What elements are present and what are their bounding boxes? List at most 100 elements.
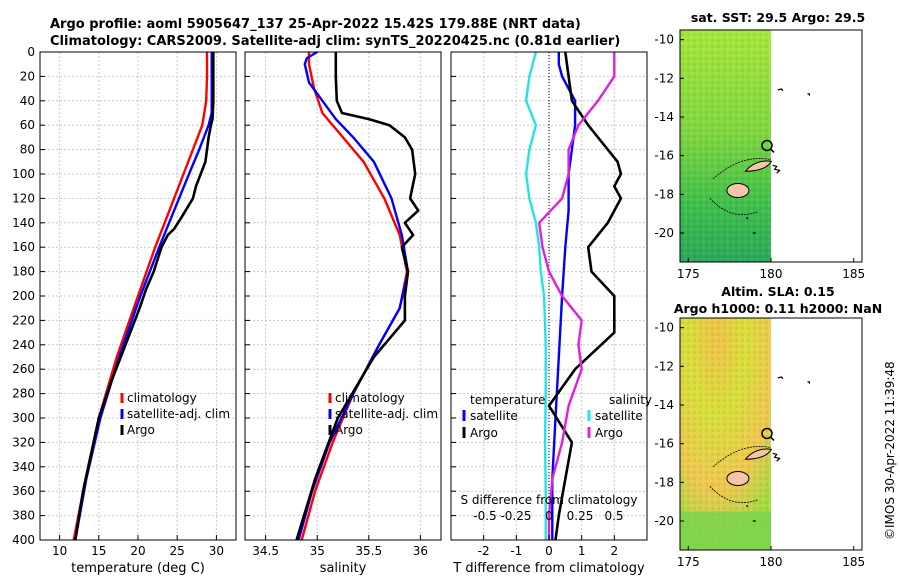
temperature-panel: 10 15 20 25 30 temperature (deg C) 0 20 40 60 80 10…	[12, 45, 237, 576]
argo-float-marker	[761, 139, 773, 152]
sst-map-panel: 175 180 185 -10 -12 -14 -16 -18 -20 sat. SST: 29.…	[654, 10, 865, 281]
legend-label: satellite	[595, 409, 643, 423]
y-tick-label: 280	[12, 387, 35, 401]
legend-label: Argo	[595, 426, 623, 440]
series-line-climatology	[300, 52, 409, 541]
x-tick-label: 0	[545, 544, 553, 558]
legend-label: Argo	[335, 423, 363, 437]
sla-map-panel: 175 180 185 -10 -12 -14 -16 -18 -20 Altim. SLA: 0…	[654, 284, 882, 569]
legend-label: Argo	[127, 423, 155, 437]
y-tick-label: 180	[12, 265, 35, 279]
lau-islands	[772, 164, 781, 174]
y-tick-label: 300	[12, 411, 35, 425]
y-tick-label: -10	[654, 321, 674, 335]
y-tick-label: 80	[20, 143, 35, 157]
y-tick-label: 260	[12, 362, 35, 376]
islets	[745, 504, 756, 522]
reef-contour	[709, 197, 758, 215]
x-tick-label: 36	[413, 544, 428, 558]
legend-label: climatology	[335, 391, 405, 405]
x-tick-label: 35.5	[355, 544, 382, 558]
y-tick-label: -18	[654, 187, 674, 201]
y-tick-label: -20	[654, 514, 674, 528]
x-tick-label: 30	[209, 544, 224, 558]
legend-label: climatology	[127, 391, 197, 405]
series-line-satellite-adj-clim	[297, 50, 410, 541]
x-tick-label: 2	[611, 544, 619, 558]
reef-contour	[712, 158, 772, 180]
y-tick-label: 240	[12, 338, 35, 352]
argo-float-marker-tail	[770, 148, 775, 153]
title-line-2: Climatology: CARS2009. Satellite-adj cli…	[50, 34, 620, 49]
islets	[777, 88, 810, 96]
series-line-temperature-satellite	[551, 52, 577, 540]
y-tick-label: 220	[12, 313, 35, 327]
imos-watermark: ©IMOS 30-Apr-2022 11:39:48	[883, 361, 897, 540]
series-line-salinity-satellite	[524, 51, 547, 540]
y-tick-label: 340	[12, 460, 35, 474]
s-tick-label: -0.5	[473, 509, 496, 523]
y-tick-label: 100	[12, 167, 35, 181]
y-tick-label: 120	[12, 191, 35, 205]
island-viti-levu	[726, 182, 750, 198]
legend-label: Argo	[470, 426, 498, 440]
s-tick-label: -0.25	[500, 509, 531, 523]
salinity-xlabel: salinity	[320, 561, 367, 576]
salinity-panel: 34.5 35 35.5 36 salinity climatology satellite…	[244, 50, 442, 576]
y-tick-label: 60	[20, 118, 35, 132]
island-viti-levu	[726, 470, 750, 486]
legend-title-salinity: salinity	[609, 393, 652, 407]
s-tick-label: 0	[545, 509, 553, 523]
series-line-argo	[74, 52, 215, 541]
x-tick-label: -2	[478, 544, 490, 558]
legend-label: satellite-adj. clim	[127, 407, 230, 421]
y-tick-label: 320	[12, 435, 35, 449]
x-tick-label: 175	[677, 555, 700, 569]
y-tick-label: -14	[654, 110, 674, 124]
s-tick-label: 0.25	[567, 509, 594, 523]
sst-map-title: sat. SST: 29.5 Argo: 29.5	[691, 10, 865, 25]
y-tick-label: 0	[27, 45, 35, 59]
title-line-1: Argo profile: aoml 5905647_137 25-Apr-20…	[50, 17, 581, 32]
island-vanua-levu	[744, 160, 773, 172]
y-tick-label: -16	[654, 149, 674, 163]
series-line-salinity-argo	[538, 52, 616, 540]
y-tick-label: 40	[20, 94, 35, 108]
legend-label: satellite	[470, 409, 518, 423]
s-tick-label: 0.5	[604, 509, 623, 523]
legend-title-temperature: temperature	[470, 393, 545, 407]
y-tick-label: 20	[20, 69, 35, 83]
x-tick-label: 10	[52, 544, 67, 558]
y-tick-label: -12	[654, 359, 674, 373]
sla-low-band	[680, 511, 771, 550]
argo-float-marker-tail	[770, 436, 775, 441]
x-tick-label: 15	[91, 544, 106, 558]
y-tick-label: 200	[12, 289, 35, 303]
sst-map-texture	[680, 30, 771, 262]
temperature-xlabel: temperature (deg C)	[71, 561, 205, 576]
y-tick-label: 360	[12, 484, 35, 498]
difference-xlabel-top: S difference from climatology	[461, 493, 638, 507]
x-tick-label: 1	[578, 544, 586, 558]
x-tick-label: 185	[842, 267, 865, 281]
sla-map-title-2: Argo h1000: 0.11 h2000: NaN	[674, 301, 882, 316]
reef-contour	[709, 485, 758, 503]
series-line-argo	[295, 52, 420, 541]
y-tick-label: 380	[12, 509, 35, 523]
difference-xlabel: T difference from climatology	[452, 561, 645, 576]
y-tick-label: -18	[654, 475, 674, 489]
x-tick-label: 34.5	[252, 544, 279, 558]
y-tick-label: -16	[654, 437, 674, 451]
x-tick-label: 175	[677, 267, 700, 281]
x-tick-label: 20	[130, 544, 145, 558]
island-vanua-levu	[744, 448, 773, 460]
islets	[745, 216, 756, 234]
reef-contour	[712, 446, 772, 468]
y-tick-label: 140	[12, 216, 35, 230]
argo-float-marker	[761, 427, 773, 440]
x-tick-label: 35	[310, 544, 325, 558]
y-tick-label: -10	[654, 33, 674, 47]
x-tick-label: 180	[760, 555, 783, 569]
y-tick-label: 160	[12, 240, 35, 254]
y-tick-label: -14	[654, 398, 674, 412]
